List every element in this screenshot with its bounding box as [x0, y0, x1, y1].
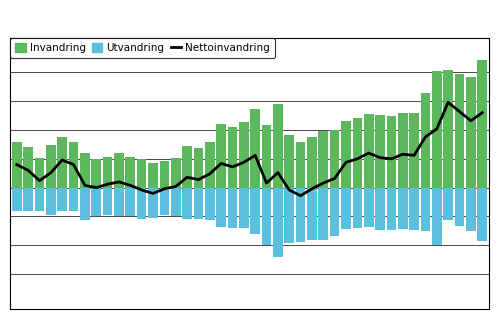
Bar	[125, 157, 135, 188]
Bar	[57, 137, 67, 188]
Bar	[46, 188, 56, 215]
Bar	[352, 188, 362, 228]
Bar	[182, 146, 192, 188]
Bar	[284, 188, 294, 243]
Bar	[443, 70, 453, 188]
Bar	[228, 127, 238, 188]
Bar	[341, 188, 351, 229]
Bar	[364, 188, 374, 227]
Bar	[296, 141, 305, 188]
Bar	[421, 93, 430, 188]
Bar	[12, 188, 21, 211]
Bar	[466, 77, 476, 188]
Bar	[171, 188, 181, 216]
Bar	[23, 147, 33, 188]
Bar	[182, 188, 192, 219]
Bar	[318, 131, 328, 188]
Bar	[307, 188, 317, 239]
Bar	[46, 145, 56, 188]
Bar	[455, 73, 465, 188]
Bar	[341, 121, 351, 188]
Legend: Invandring, Utvandring, Nettoinvandring: Invandring, Utvandring, Nettoinvandring	[10, 38, 275, 58]
Bar	[352, 118, 362, 188]
Bar	[125, 188, 135, 216]
Bar	[387, 116, 396, 188]
Bar	[387, 188, 396, 230]
Bar	[137, 188, 147, 219]
Bar	[250, 188, 260, 234]
Bar	[466, 188, 476, 232]
Bar	[398, 113, 408, 188]
Bar	[137, 159, 147, 188]
Bar	[205, 188, 215, 220]
Bar	[443, 188, 453, 220]
Bar	[80, 188, 90, 220]
Bar	[34, 188, 44, 211]
Bar	[160, 161, 169, 188]
Bar	[91, 159, 101, 188]
Bar	[273, 188, 283, 257]
Bar	[261, 188, 271, 245]
Bar	[205, 141, 215, 188]
Bar	[296, 188, 305, 242]
Bar	[239, 188, 249, 228]
Bar	[114, 153, 124, 188]
Bar	[364, 114, 374, 188]
Bar	[432, 71, 442, 188]
Bar	[330, 188, 339, 236]
Bar	[432, 188, 442, 245]
Bar	[307, 137, 317, 188]
Bar	[91, 188, 101, 216]
Bar	[194, 188, 203, 219]
Bar	[80, 153, 90, 188]
Bar	[12, 141, 21, 188]
Bar	[478, 60, 487, 188]
Bar	[23, 188, 33, 211]
Bar	[250, 109, 260, 188]
Bar	[103, 188, 112, 215]
Bar	[318, 188, 328, 239]
Bar	[375, 188, 385, 230]
Bar	[216, 188, 226, 227]
Bar	[330, 130, 339, 188]
Bar	[239, 122, 249, 188]
Bar	[398, 188, 408, 229]
Bar	[455, 188, 465, 226]
Bar	[160, 188, 169, 215]
Bar	[216, 124, 226, 188]
Bar	[69, 188, 78, 211]
Bar	[284, 135, 294, 188]
Bar	[409, 188, 419, 230]
Bar	[375, 115, 385, 188]
Bar	[34, 158, 44, 188]
Bar	[69, 141, 78, 188]
Bar	[228, 188, 238, 228]
Bar	[273, 104, 283, 188]
Bar	[148, 188, 158, 218]
Bar	[194, 148, 203, 188]
Bar	[148, 163, 158, 188]
Bar	[261, 125, 271, 188]
Bar	[409, 113, 419, 188]
Bar	[57, 188, 67, 211]
Bar	[114, 188, 124, 216]
Bar	[171, 158, 181, 188]
Bar	[103, 157, 112, 188]
Bar	[421, 188, 430, 232]
Bar	[478, 188, 487, 241]
